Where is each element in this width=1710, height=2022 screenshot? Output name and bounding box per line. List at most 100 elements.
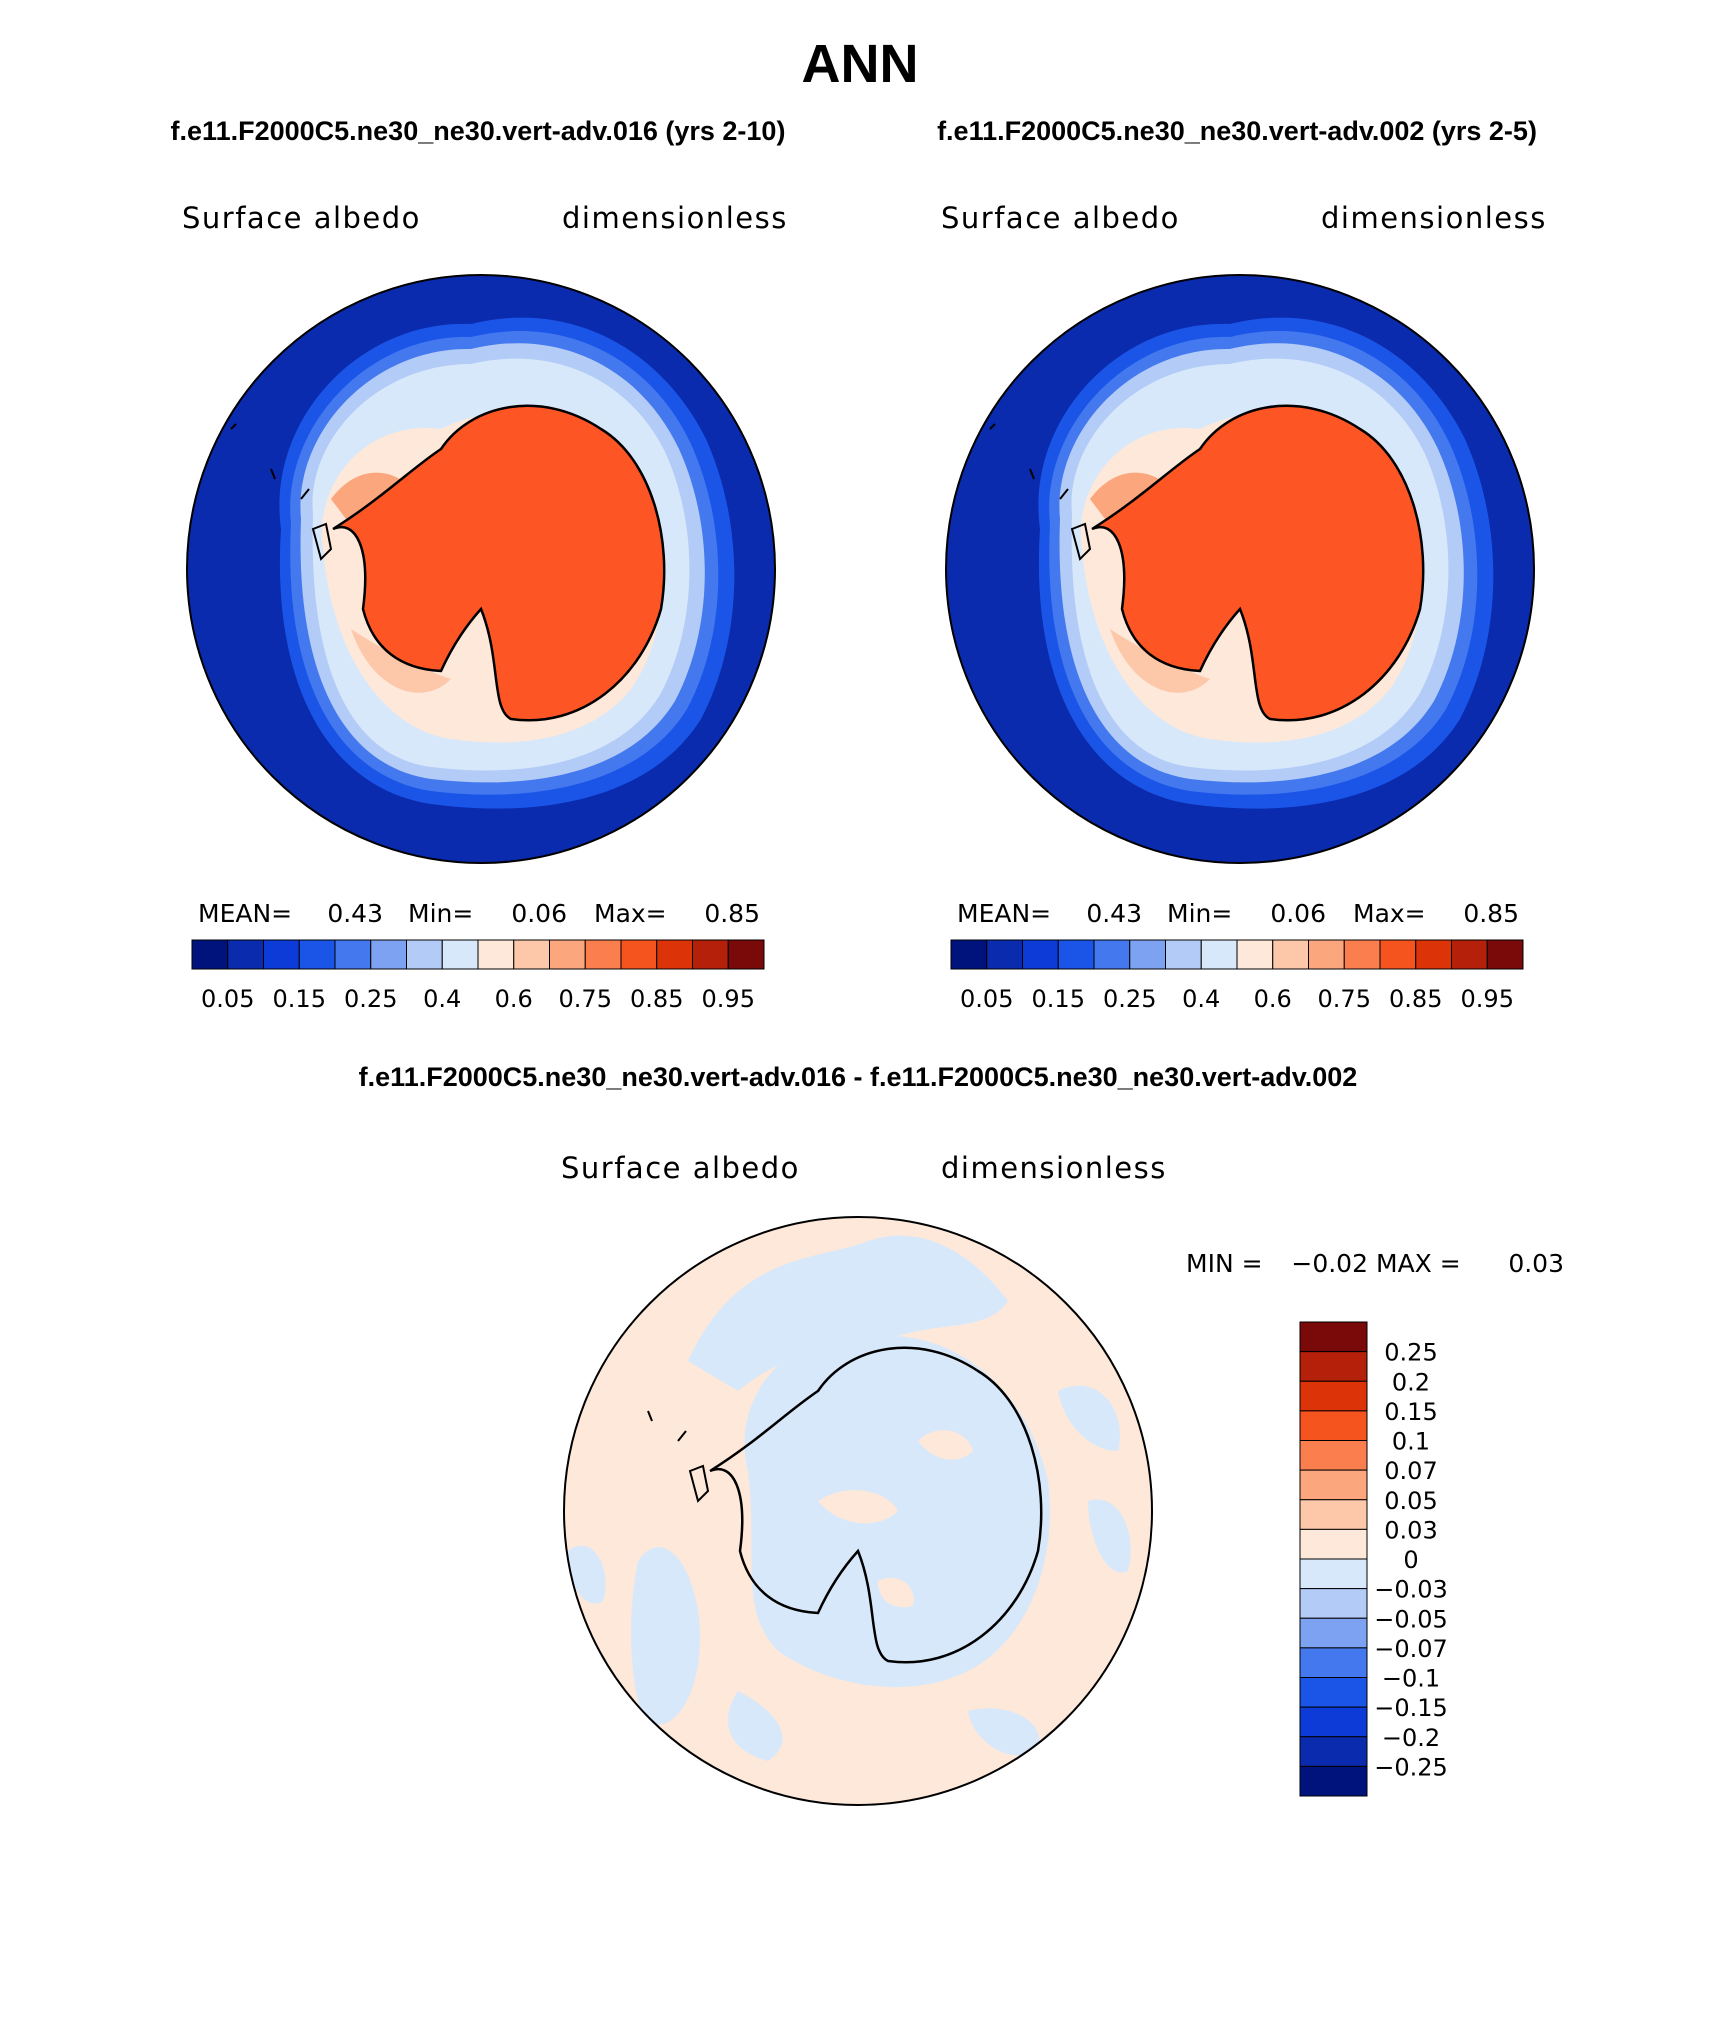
colorbar-diff-tick-label: 0.25	[1384, 1339, 1437, 1367]
colorbar-right-swatch	[1486, 939, 1524, 970]
colorbar-left: 0.05 0.15 0.25 0.4 0.6 0.75 0.85 0.95	[191, 939, 765, 1013]
colorbar-diff-swatch	[1299, 1765, 1368, 1797]
colorbar-diff-swatch	[1299, 1410, 1368, 1441]
colorbar-diff-swatch	[1299, 1617, 1368, 1649]
colorbar-diff-tick-label: −0.1	[1382, 1665, 1440, 1693]
colorbar-left-swatch	[513, 939, 550, 970]
colorbar-right-swatch	[986, 939, 1023, 970]
colorbar-right-swatch	[1093, 939, 1131, 970]
colorbar-diff-tick-label: −0.15	[1374, 1694, 1448, 1722]
diff-max-label: MAX =	[1376, 1249, 1461, 1278]
colorbar-diff-tick-label: −0.03	[1374, 1576, 1448, 1604]
colorbar-diff-swatch	[1299, 1380, 1368, 1412]
diff-min-label: MIN =	[1186, 1249, 1263, 1278]
colorbar-diff: 0.250.20.150.10.070.050.030−0.03−0.05−0.…	[1299, 1321, 1448, 1797]
colorbar-diff-tick-label: 0.03	[1384, 1516, 1437, 1544]
colorbar-diff-swatch	[1299, 1558, 1368, 1590]
panel-right-min-value: 0.06	[1270, 899, 1326, 928]
colorbar-left-tick-label: 0.05	[201, 985, 254, 1013]
colorbar-left-swatch	[549, 939, 586, 970]
colorbar-left-swatch	[441, 939, 479, 970]
colorbar-diff-swatch	[1299, 1706, 1368, 1738]
map-right-antarctica	[946, 275, 1534, 863]
colorbar-left-tick-label: 0.6	[495, 985, 533, 1013]
colorbar-right-swatch	[1057, 939, 1095, 970]
colorbar-right-swatch	[1379, 939, 1417, 970]
map-left-antarctica	[187, 275, 775, 863]
colorbar-diff-swatch	[1299, 1321, 1368, 1353]
colorbar-left-swatch	[334, 939, 372, 970]
panel-right-max-label: Max=	[1353, 899, 1426, 928]
panel-left-mean-label: MEAN=	[198, 899, 292, 928]
panel-left-mean-value: 0.43	[327, 899, 383, 928]
colorbar-right-tick-label: 0.05	[960, 985, 1013, 1013]
colorbar-right-tick-label: 0.15	[1032, 985, 1085, 1013]
colorbar-left-swatch	[227, 939, 264, 970]
colorbar-left-tick-label: 0.85	[630, 985, 683, 1013]
colorbar-right-swatch	[950, 939, 988, 970]
map-right-border	[945, 274, 1535, 864]
colorbar-diff-tick-label: 0.05	[1384, 1487, 1437, 1515]
colorbar-diff-swatch	[1299, 1677, 1368, 1708]
panel-left-min-value: 0.06	[511, 899, 567, 928]
diff-variable-label: Surface albedo	[561, 1151, 800, 1185]
panel-right-units-label: dimensionless	[1321, 201, 1547, 235]
map-diff-border	[563, 1216, 1153, 1806]
colorbar-right-tick-label: 0.6	[1254, 985, 1292, 1013]
colorbar-right-swatch	[1236, 939, 1274, 970]
panel-left-max-label: Max=	[594, 899, 667, 928]
colorbar-left-swatch	[191, 939, 229, 970]
colorbar-left-swatch	[263, 939, 300, 970]
colorbar-diff-swatch	[1299, 1499, 1368, 1530]
colorbar-diff-tick-label: 0	[1403, 1546, 1418, 1574]
colorbar-right-swatch	[1129, 939, 1166, 970]
panel-right-mean-value: 0.43	[1086, 899, 1142, 928]
panel-right-header: f.e11.F2000C5.ne30_ne30.vert-adv.002 (yr…	[937, 116, 1537, 146]
panel-right-mean-label: MEAN=	[957, 899, 1051, 928]
colorbar-right-tick-label: 0.95	[1461, 985, 1514, 1013]
colorbar-left-swatch	[584, 939, 622, 970]
colorbar-right-swatch	[1165, 939, 1202, 970]
panel-left-min-label: Min=	[408, 899, 473, 928]
map-left-border	[186, 274, 776, 864]
panel-left-header: f.e11.F2000C5.ne30_ne30.vert-adv.016 (yr…	[171, 116, 786, 146]
colorbar-diff-tick-label: 0.2	[1392, 1368, 1430, 1396]
colorbar-right-tick-label: 0.4	[1182, 985, 1220, 1013]
colorbar-left-swatch	[370, 939, 407, 970]
colorbar-left-swatch	[692, 939, 729, 970]
colorbar-left-swatch	[727, 939, 765, 970]
colorbar-left-tick-label: 0.75	[559, 985, 612, 1013]
figure-title: ANN	[802, 34, 919, 94]
colorbar-right-swatch	[1343, 939, 1381, 970]
colorbar-left-tick-label: 0.4	[423, 985, 461, 1013]
panel-left-units-label: dimensionless	[562, 201, 788, 235]
panel-right-stats: MEAN= 0.43 Min= 0.06 Max= 0.85	[957, 899, 1519, 928]
colorbar-diff-tick-label: 0.1	[1392, 1428, 1430, 1456]
diff-min-value: −0.02	[1291, 1249, 1368, 1278]
panel-left-variable-label: Surface albedo	[182, 201, 421, 235]
colorbar-diff-tick-label: −0.2	[1382, 1724, 1440, 1752]
colorbar-right-tick-label: 0.85	[1389, 985, 1442, 1013]
panel-right-max-value: 0.85	[1463, 899, 1519, 928]
colorbar-left-swatch	[406, 939, 443, 970]
diff-stats: MIN = −0.02 MAX = 0.03	[1186, 1249, 1564, 1278]
colorbar-right-swatch	[1022, 939, 1059, 970]
diff-units-label: dimensionless	[941, 1151, 1167, 1185]
colorbar-diff-tick-label: 0.15	[1384, 1398, 1437, 1426]
panel-left-max-value: 0.85	[704, 899, 760, 928]
colorbar-diff-tick-label: −0.05	[1374, 1605, 1448, 1633]
colorbar-left-swatch	[477, 939, 515, 970]
diff-max-value: 0.03	[1508, 1249, 1564, 1278]
colorbar-right-swatch	[1451, 939, 1488, 970]
colorbar-diff-swatch	[1299, 1528, 1368, 1560]
colorbar-left-tick-label: 0.95	[702, 985, 755, 1013]
diff-panel-header: f.e11.F2000C5.ne30_ne30.vert-adv.016 - f…	[359, 1062, 1358, 1092]
map-diff-antarctica	[564, 1217, 1152, 1805]
colorbar-right-swatch	[1272, 939, 1309, 970]
colorbar-diff-swatch	[1299, 1469, 1368, 1501]
colorbar-left-swatch	[298, 939, 336, 970]
panel-left-stats: MEAN= 0.43 Min= 0.06 Max= 0.85	[198, 899, 760, 928]
colorbar-diff-swatch	[1299, 1351, 1368, 1382]
colorbar-diff-swatch	[1299, 1736, 1368, 1767]
